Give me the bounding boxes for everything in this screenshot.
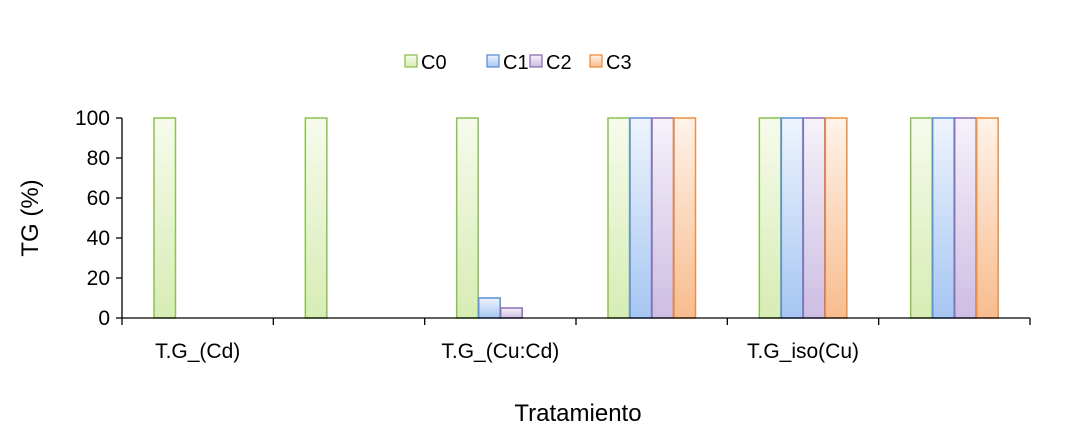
bar-c3-5 [975, 117, 999, 319]
y-tick-label: 60 [87, 187, 110, 210]
axes: 0 20 40 60 80 100 T.G_(Cd) T.G_(Cu:Cd) T.G_iso(C… [75, 107, 1031, 363]
bar-c0-3 [607, 117, 631, 319]
legend-swatch-c3 [589, 54, 603, 68]
bar-c0-0 [153, 117, 177, 319]
x-tick-label: T.G_iso(Cu) [747, 340, 859, 363]
y-axis-title: TG (%) [17, 179, 44, 256]
bar-c2-5 [953, 117, 977, 319]
bar-c0-4 [758, 117, 782, 319]
y-tick-label: 0 [98, 307, 110, 330]
y-tick-label: 100 [75, 107, 110, 130]
bar-c2-2 [499, 307, 523, 319]
bar-c2-3 [651, 117, 675, 319]
legend: C0 C1 C2 C3 [404, 52, 632, 74]
bar-c1-2 [477, 297, 501, 319]
x-axis-title: Tratamiento [514, 400, 641, 427]
legend-label-c3: C3 [606, 52, 632, 74]
bars [153, 117, 999, 319]
legend-label-c1: C1 [503, 52, 529, 74]
legend-label-c0: C0 [421, 52, 447, 74]
legend-swatch-c2 [529, 54, 543, 68]
bar-c0-2 [455, 117, 479, 319]
y-tick-label: 80 [87, 147, 110, 170]
x-tick-label: T.G_(Cu:Cd) [441, 340, 559, 363]
legend-swatch-c0 [404, 54, 418, 68]
y-tick-label: 40 [87, 227, 110, 250]
bar-c1-3 [629, 117, 653, 319]
bar-c0-1 [304, 117, 328, 319]
y-tick-label: 20 [87, 267, 110, 290]
legend-label-c2: C2 [546, 52, 572, 74]
bar-c1-4 [780, 117, 804, 319]
bar-c2-4 [802, 117, 826, 319]
x-tick-label: T.G_(Cd) [155, 340, 240, 363]
bar-c3-4 [824, 117, 848, 319]
bar-c3-3 [673, 117, 697, 319]
bar-c1-5 [931, 117, 955, 319]
legend-swatch-c1 [486, 54, 500, 68]
bar-c0-5 [909, 117, 933, 319]
